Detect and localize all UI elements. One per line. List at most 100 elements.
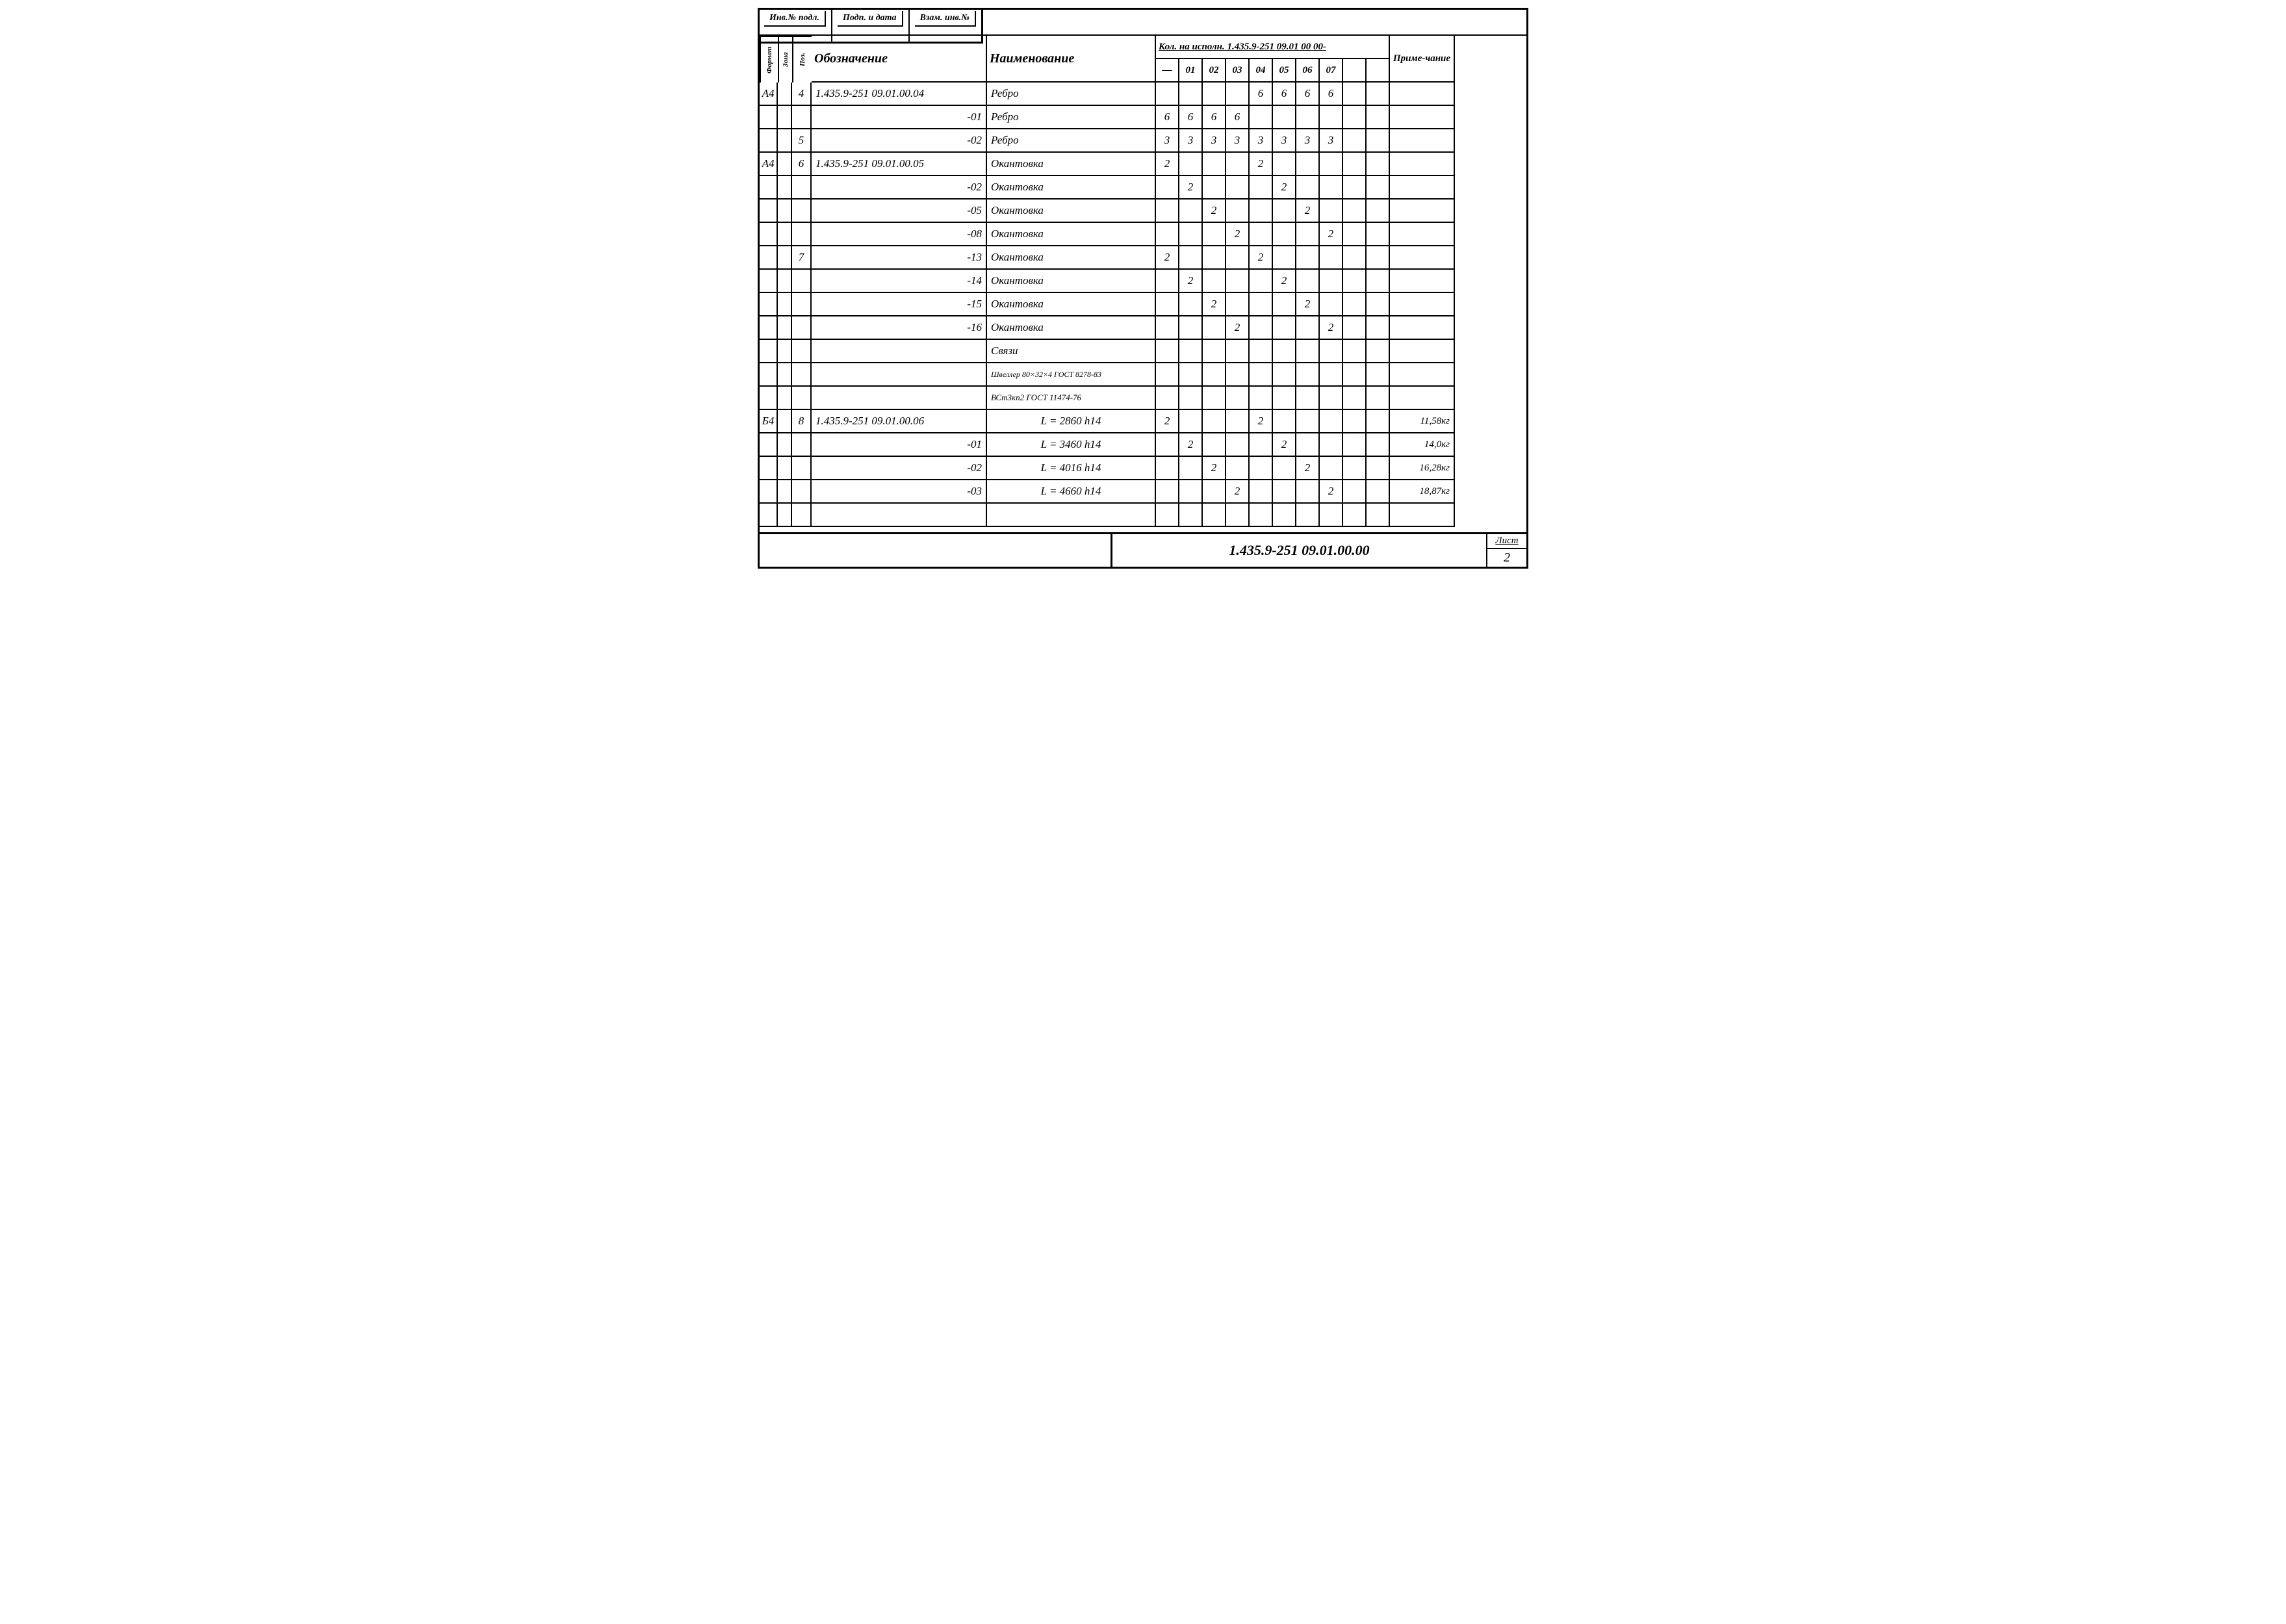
cell-qty-5: 6 xyxy=(1273,83,1296,106)
cell-designation: -14 xyxy=(812,270,987,293)
cell-designation: 1.435.9-251 09.01.00.04 xyxy=(812,83,987,106)
cell-qty-8 xyxy=(1343,83,1367,106)
cell-qty-0 xyxy=(1156,176,1179,200)
cell-format xyxy=(760,340,778,363)
cell-qty-2 xyxy=(1203,153,1226,176)
cell-qty-6: 3 xyxy=(1296,129,1320,153)
cell-qty-7 xyxy=(1320,504,1343,527)
cell-qty-6 xyxy=(1296,340,1320,363)
cell-note xyxy=(1390,363,1455,387)
cell-poz: 7 xyxy=(792,246,812,270)
cell-name xyxy=(987,504,1156,527)
cell-qty-6 xyxy=(1296,363,1320,387)
cell-qty-6 xyxy=(1296,410,1320,433)
cell-qty-0: 6 xyxy=(1156,106,1179,129)
cell-qty-4 xyxy=(1250,200,1273,223)
table-row: -16Окантовка22 xyxy=(760,316,1526,340)
cell-qty-5 xyxy=(1273,246,1296,270)
cell-qty-7 xyxy=(1320,270,1343,293)
cell-qty-8 xyxy=(1343,200,1367,223)
cell-qty-6 xyxy=(1296,223,1320,246)
cell-qty-4: 2 xyxy=(1250,153,1273,176)
sheet-label: Лист xyxy=(1487,534,1526,549)
cell-qty-8 xyxy=(1343,223,1367,246)
cell-format xyxy=(760,129,778,153)
cell-qty-6 xyxy=(1296,246,1320,270)
table-row: -15Окантовка22 xyxy=(760,293,1526,316)
cell-qty-2 xyxy=(1203,223,1226,246)
cell-qty-7 xyxy=(1320,106,1343,129)
cell-qty-3: 3 xyxy=(1226,129,1250,153)
cell-poz xyxy=(792,504,812,527)
cell-qty-5: 2 xyxy=(1273,270,1296,293)
cell-name: Ребро xyxy=(987,106,1156,129)
cell-qty-1 xyxy=(1179,223,1203,246)
cell-qty-6 xyxy=(1296,270,1320,293)
cell-designation xyxy=(812,504,987,527)
cell-qty-5 xyxy=(1273,293,1296,316)
cell-qty-1 xyxy=(1179,153,1203,176)
cell-qty-2 xyxy=(1203,363,1226,387)
cell-qty-7 xyxy=(1320,410,1343,433)
cell-format xyxy=(760,200,778,223)
cell-qty-1: 6 xyxy=(1179,106,1203,129)
cell-format xyxy=(760,293,778,316)
cell-note xyxy=(1390,129,1455,153)
stamp-sign: Подп. и дата xyxy=(838,11,903,25)
cell-qty-0 xyxy=(1156,457,1179,480)
cell-designation: -05 xyxy=(812,200,987,223)
cell-qty-7 xyxy=(1320,200,1343,223)
cell-poz xyxy=(792,293,812,316)
cell-qty-0: 2 xyxy=(1156,153,1179,176)
sheet-number: 2 xyxy=(1487,549,1526,567)
cell-qty-3 xyxy=(1226,457,1250,480)
cell-format xyxy=(760,457,778,480)
cell-poz xyxy=(792,176,812,200)
table-row: Б481.435.9-251 09.01.00.06L = 2860 h1422… xyxy=(760,410,1526,433)
cell-qty-1 xyxy=(1179,83,1203,106)
table-row: -05Окантовка22 xyxy=(760,200,1526,223)
cell-qty-3 xyxy=(1226,270,1250,293)
cell-qty-7 xyxy=(1320,457,1343,480)
cell-name: Окантовка xyxy=(987,270,1156,293)
cell-qty-5 xyxy=(1273,387,1296,410)
cell-zona xyxy=(778,83,792,106)
cell-qty-1: 3 xyxy=(1179,129,1203,153)
cell-poz: 5 xyxy=(792,129,812,153)
cell-qty-3 xyxy=(1226,504,1250,527)
cell-format: А4 xyxy=(760,83,778,106)
cell-qty-0 xyxy=(1156,270,1179,293)
table-row: Связи xyxy=(760,340,1526,363)
cell-qty-4 xyxy=(1250,504,1273,527)
cell-qty-4 xyxy=(1250,270,1273,293)
table-row: 5-02Ребро33333333 xyxy=(760,129,1526,153)
col-name: Наименование xyxy=(987,36,1156,83)
cell-qty-4 xyxy=(1250,480,1273,504)
cell-qty-1 xyxy=(1179,457,1203,480)
cell-qty-0 xyxy=(1156,316,1179,340)
cell-format: А4 xyxy=(760,153,778,176)
cell-note xyxy=(1390,504,1455,527)
cell-qty-9 xyxy=(1367,293,1390,316)
cell-format xyxy=(760,480,778,504)
cell-note: 11,58кг xyxy=(1390,410,1455,433)
table-row: Швеллер 80×32×4 ГОСТ 8278-83 xyxy=(760,363,1526,387)
cell-qty-8 xyxy=(1343,480,1367,504)
stamp-blank xyxy=(838,25,903,40)
footer: 1.435.9-251 09.01.00.00 Лист 2 xyxy=(760,532,1526,567)
cell-qty-7 xyxy=(1320,433,1343,457)
cell-qty-3 xyxy=(1226,387,1250,410)
cell-qty-9 xyxy=(1367,504,1390,527)
cell-qty-9 xyxy=(1367,176,1390,200)
cell-format xyxy=(760,363,778,387)
table-row xyxy=(760,504,1526,527)
table-row: -01L = 3460 h142214,0кг xyxy=(760,433,1526,457)
cell-qty-9 xyxy=(1367,106,1390,129)
cell-zona xyxy=(778,106,792,129)
cell-name: Окантовка xyxy=(987,316,1156,340)
cell-zona xyxy=(778,270,792,293)
col-k3: 03 xyxy=(1226,59,1250,83)
cell-qty-4 xyxy=(1250,363,1273,387)
cell-zona xyxy=(778,457,792,480)
cell-qty-2 xyxy=(1203,246,1226,270)
